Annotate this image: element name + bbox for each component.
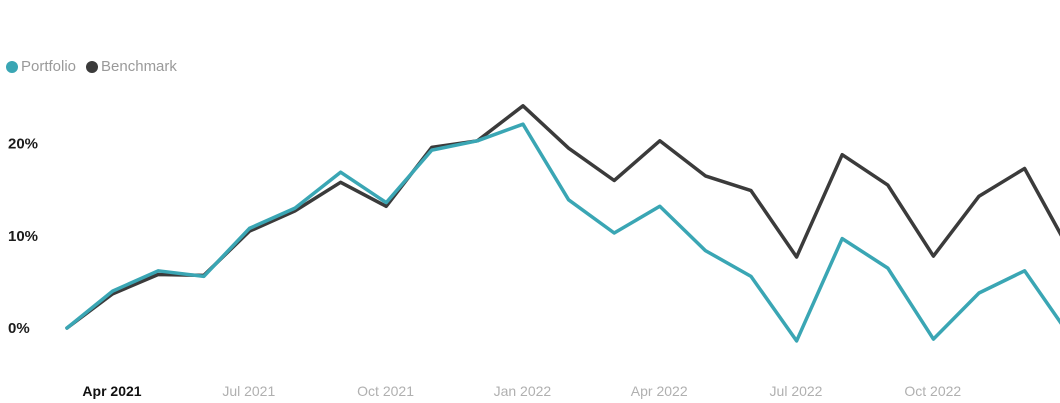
data-point-portfolio xyxy=(385,201,388,204)
data-point-benchmark xyxy=(704,174,707,178)
data-point-portfolio xyxy=(65,326,69,330)
series-layer xyxy=(65,104,1060,343)
data-point-benchmark xyxy=(521,104,525,107)
data-point-portfolio xyxy=(339,170,342,174)
data-point-benchmark xyxy=(932,254,935,258)
x-tick-label: Oct 2021 xyxy=(357,383,414,399)
data-point-benchmark xyxy=(567,147,570,150)
y-tick-label: 20% xyxy=(8,136,38,153)
data-point-benchmark xyxy=(795,255,798,259)
legend[interactable]: Portfolio Benchmark xyxy=(6,58,177,75)
data-point-portfolio xyxy=(841,237,844,240)
data-point-benchmark xyxy=(977,194,981,198)
data-point-portfolio xyxy=(704,249,707,252)
data-point-benchmark xyxy=(430,146,433,149)
data-point-benchmark xyxy=(157,273,160,276)
data-point-benchmark xyxy=(841,153,844,156)
legend-item-portfolio[interactable]: Portfolio xyxy=(6,58,76,75)
series-line-portfolio[interactable] xyxy=(65,122,1060,343)
data-point-portfolio xyxy=(658,205,661,208)
legend-label: Portfolio xyxy=(21,58,77,75)
data-point-portfolio xyxy=(886,266,889,270)
legend-swatch-icon xyxy=(6,60,18,73)
data-point-benchmark xyxy=(339,181,342,184)
data-point-portfolio xyxy=(248,227,251,230)
y-tick-label: 10% xyxy=(8,228,38,245)
data-point-benchmark xyxy=(658,139,661,143)
legend-label: Benchmark xyxy=(101,58,177,75)
data-point-portfolio xyxy=(476,139,479,143)
series-line-benchmark[interactable] xyxy=(65,104,1060,330)
data-point-benchmark xyxy=(1023,167,1026,170)
data-point-portfolio xyxy=(202,275,205,278)
x-tick-label: Apr 2021 xyxy=(82,383,141,399)
x-axis: Apr 2021 Jul 2021 Oct 2021 Jan 2022 Apr 2022… xyxy=(82,383,961,399)
data-point-benchmark xyxy=(749,189,753,192)
data-point-portfolio xyxy=(521,123,525,126)
data-point-benchmark xyxy=(385,205,388,208)
y-axis: 20% 10% 0% xyxy=(8,136,38,337)
data-point-portfolio xyxy=(567,198,570,202)
data-point-benchmark xyxy=(293,209,297,213)
data-point-portfolio xyxy=(157,269,160,273)
y-tick-label: 0% xyxy=(8,320,30,337)
data-point-portfolio xyxy=(795,339,798,343)
x-tick-label: Jan 2022 xyxy=(494,383,552,399)
data-point-portfolio xyxy=(749,275,753,278)
x-tick-label: Oct 2022 xyxy=(904,383,961,399)
data-point-portfolio xyxy=(293,206,297,210)
data-point-benchmark xyxy=(613,179,616,182)
data-point-portfolio xyxy=(1023,269,1026,273)
data-point-portfolio xyxy=(977,291,981,295)
data-point-portfolio xyxy=(613,231,616,235)
x-tick-label: Apr 2022 xyxy=(631,383,688,399)
data-point-portfolio xyxy=(430,148,433,152)
legend-item-benchmark[interactable]: Benchmark xyxy=(86,58,177,75)
x-tick-label: Jul 2022 xyxy=(770,383,823,399)
x-tick-label: Jul 2021 xyxy=(222,383,275,399)
legend-swatch-icon xyxy=(86,60,99,73)
data-point-portfolio xyxy=(111,289,114,293)
data-point-benchmark xyxy=(886,183,889,187)
data-point-portfolio xyxy=(932,337,935,341)
